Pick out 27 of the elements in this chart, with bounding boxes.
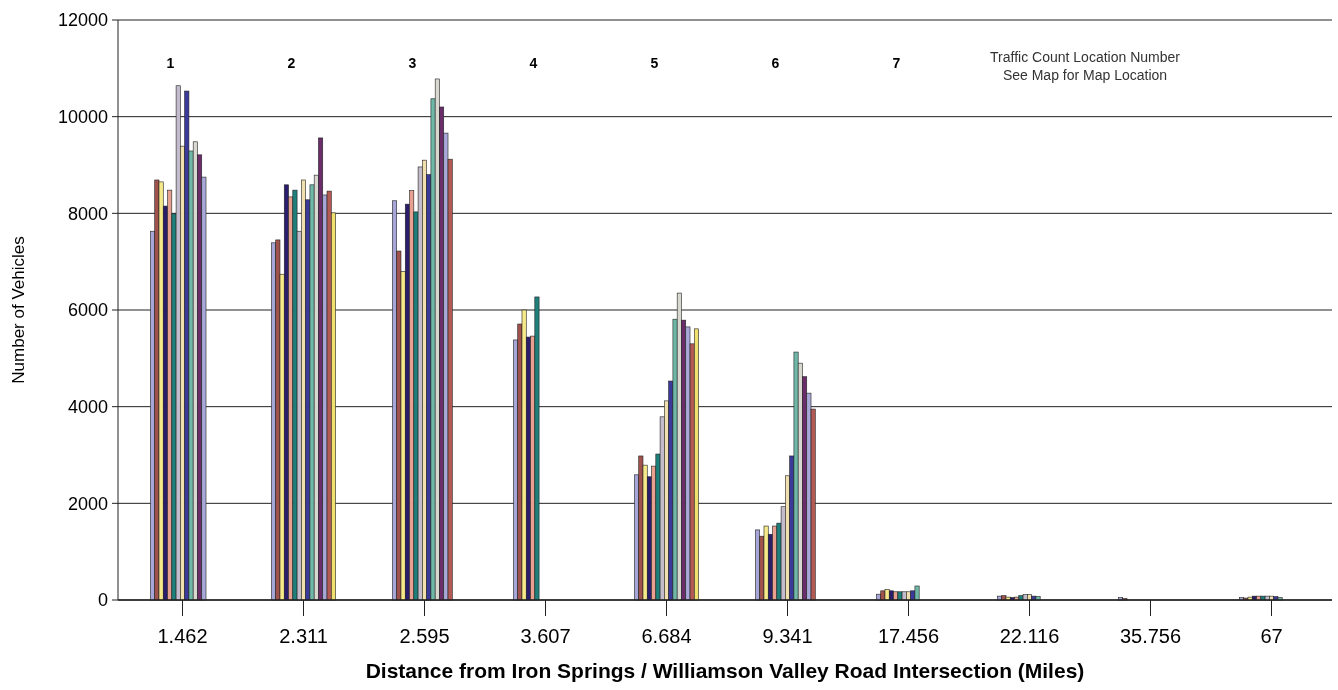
- y-tick-label: 4000: [67, 396, 108, 417]
- annotation: Traffic Count Location Number See Map for Map Location: [990, 49, 1181, 83]
- x-tick-label: 1.462: [157, 625, 208, 647]
- y-tick-label: 10000: [57, 106, 108, 127]
- x-tick-label: 67: [1260, 625, 1283, 647]
- annotation: 2: [287, 55, 296, 71]
- x-tick-label: 9.341: [762, 625, 813, 647]
- annotation: 6: [771, 55, 780, 71]
- x-tick-label: 22.116: [999, 625, 1060, 647]
- x-tick-label: 35.756: [1119, 625, 1182, 647]
- x-tick-label: 6.684: [641, 625, 692, 647]
- y-tick-label: 2000: [67, 493, 108, 514]
- annotation: 5: [650, 55, 659, 71]
- annotation: 1: [166, 55, 175, 71]
- x-tick-label: 3.607: [520, 625, 571, 647]
- y-tick-label: 6000: [67, 300, 108, 321]
- y-tick-label: 8000: [67, 203, 108, 224]
- annotation: 4: [529, 55, 538, 71]
- annotation: 7: [892, 55, 901, 71]
- x-tick-label: 2.595: [399, 625, 450, 647]
- x-tick-label: 17.456: [877, 625, 940, 647]
- annotation: 3: [408, 55, 417, 71]
- y-axis-title: Number of Vehicles: [9, 236, 28, 384]
- x-axis-title: Distance from Iron Springs / Williamson Valley Road Intersection (Miles): [365, 659, 1085, 682]
- x-tick-label: 2.311: [279, 625, 328, 647]
- y-tick-label: 0: [97, 590, 108, 611]
- y-tick-label: 12000: [57, 10, 108, 31]
